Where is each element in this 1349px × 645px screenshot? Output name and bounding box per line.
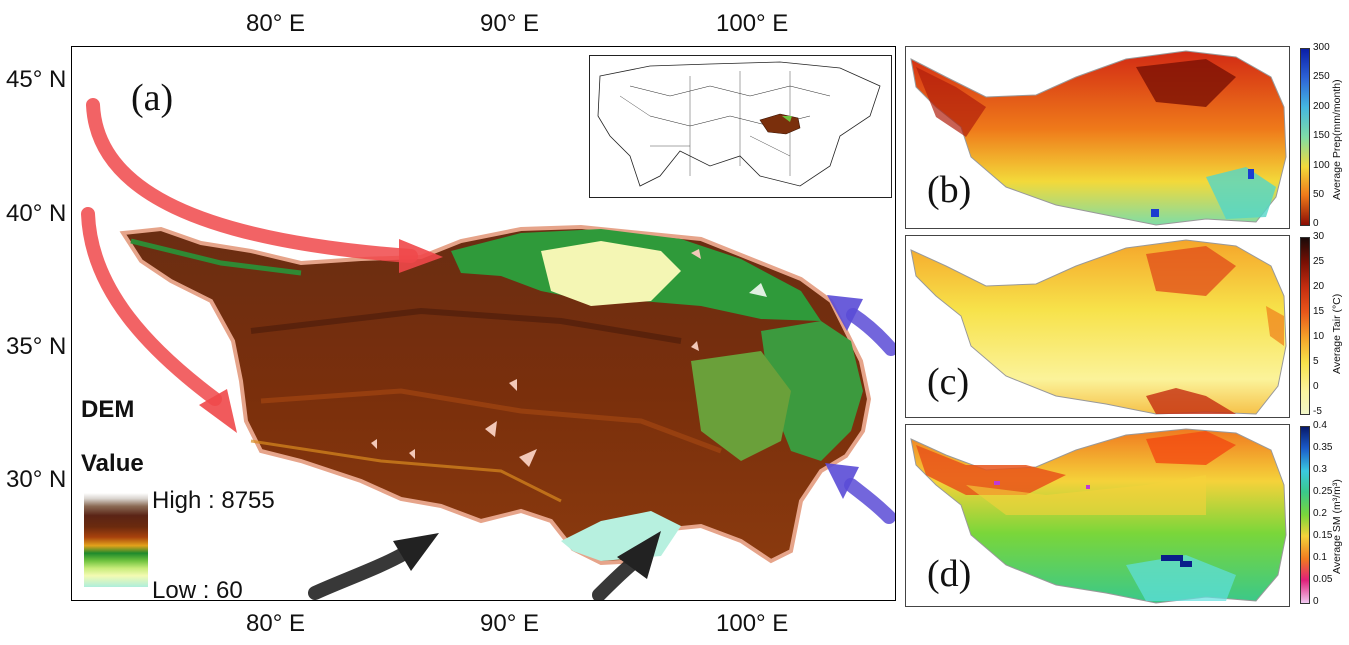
tair-map-svg xyxy=(910,239,1287,415)
tair-tick-25: 25 xyxy=(1313,256,1325,267)
dem-legend-high: High : 8755 xyxy=(152,487,275,514)
monsoon-arrow-1-head xyxy=(827,295,863,331)
precip-tick-250: 250 xyxy=(1313,71,1330,82)
sm-map-svg xyxy=(910,428,1287,604)
westerly-arrow-2-head xyxy=(199,389,237,433)
tair-panel xyxy=(905,235,1290,418)
sm-tick-0-2: 0.2 xyxy=(1313,508,1327,519)
sm-tick-0-15: 0.15 xyxy=(1313,530,1333,541)
precip-tick-100: 100 xyxy=(1313,160,1330,171)
inset-world-svg xyxy=(597,61,881,187)
lat-tick-45: 45° N xyxy=(6,66,67,93)
lon-tick-bottom-90: 90° E xyxy=(480,610,539,637)
lat-tick-30: 30° N xyxy=(6,466,67,493)
tair-tick-minus5: -5 xyxy=(1313,406,1322,417)
tair-tick-10: 10 xyxy=(1313,331,1325,342)
precip-tick-300: 300 xyxy=(1313,42,1330,53)
precip-colorbar-title: Average Prep(mm/month) xyxy=(1331,79,1343,200)
precip-map-svg xyxy=(910,50,1287,226)
inset-locator-map xyxy=(589,55,892,198)
lon-tick-bottom-80: 80° E xyxy=(246,610,305,637)
tair-colorbar xyxy=(1300,237,1310,415)
plateau-dem-svg xyxy=(81,98,895,600)
precip-panel xyxy=(905,46,1290,229)
tair-tick-0: 0 xyxy=(1313,381,1319,392)
south-arrow-2-head xyxy=(617,531,661,579)
lat-tick-35: 35° N xyxy=(6,333,67,360)
sm-tick-0-25: 0.25 xyxy=(1313,486,1333,497)
sm-colorbar xyxy=(1300,426,1310,604)
tair-colorbar-title: Average Tair (°C) xyxy=(1331,293,1343,374)
south-arrow-2 xyxy=(592,556,640,600)
dem-legend-low: Low : 60 xyxy=(152,577,243,604)
westerly-arrow-1-head xyxy=(399,239,443,273)
sm-panel xyxy=(905,424,1290,607)
panel-label-d: (d) xyxy=(927,553,972,595)
precip-tick-200: 200 xyxy=(1313,101,1330,112)
panel-label-b: (b) xyxy=(927,169,972,211)
precip-colorbar xyxy=(1300,48,1310,226)
lon-tick-bottom-100: 100° E xyxy=(716,610,789,637)
precip-tick-0: 0 xyxy=(1313,218,1319,229)
tair-tick-5: 5 xyxy=(1313,356,1319,367)
westerly-arrow-2 xyxy=(81,207,222,406)
lon-tick-top-100: 100° E xyxy=(716,10,789,37)
sm-tick-0-35: 0.35 xyxy=(1313,442,1333,453)
south-arrow-1 xyxy=(308,546,412,600)
panel-label-c: (c) xyxy=(927,361,970,403)
south-arrow-1-head xyxy=(393,533,439,571)
westerly-arrow-1 xyxy=(86,98,418,263)
dem-legend-colorbar xyxy=(84,493,148,587)
sm-tick-0-3: 0.3 xyxy=(1313,464,1327,475)
monsoon-arrow-2-head xyxy=(825,463,859,499)
plateau-shape xyxy=(119,224,872,566)
lat-tick-40: 40° N xyxy=(6,200,67,227)
sm-tick-0-05: 0.05 xyxy=(1313,574,1333,585)
monsoon-arrow-2 xyxy=(844,478,895,524)
sm-tick-0-1: 0.1 xyxy=(1313,552,1327,563)
tair-tick-15: 15 xyxy=(1313,306,1325,317)
lon-tick-top-90: 90° E xyxy=(480,10,539,37)
panel-label-a: (a) xyxy=(131,77,174,119)
tair-tick-20: 20 xyxy=(1313,281,1325,292)
monsoon-arrow-1 xyxy=(846,308,895,356)
sm-tick-0-4: 0.4 xyxy=(1313,420,1327,431)
dem-legend-title: DEM xyxy=(81,396,135,423)
dem-legend-subtitle: Value xyxy=(81,450,144,477)
sm-colorbar-title: Average SM (m³/m³) xyxy=(1331,479,1343,574)
precip-tick-50: 50 xyxy=(1313,189,1325,200)
sm-tick-0: 0 xyxy=(1313,596,1319,607)
tair-tick-30: 30 xyxy=(1313,231,1325,242)
precip-tick-150: 150 xyxy=(1313,130,1330,141)
lon-tick-top-80: 80° E xyxy=(246,10,305,37)
